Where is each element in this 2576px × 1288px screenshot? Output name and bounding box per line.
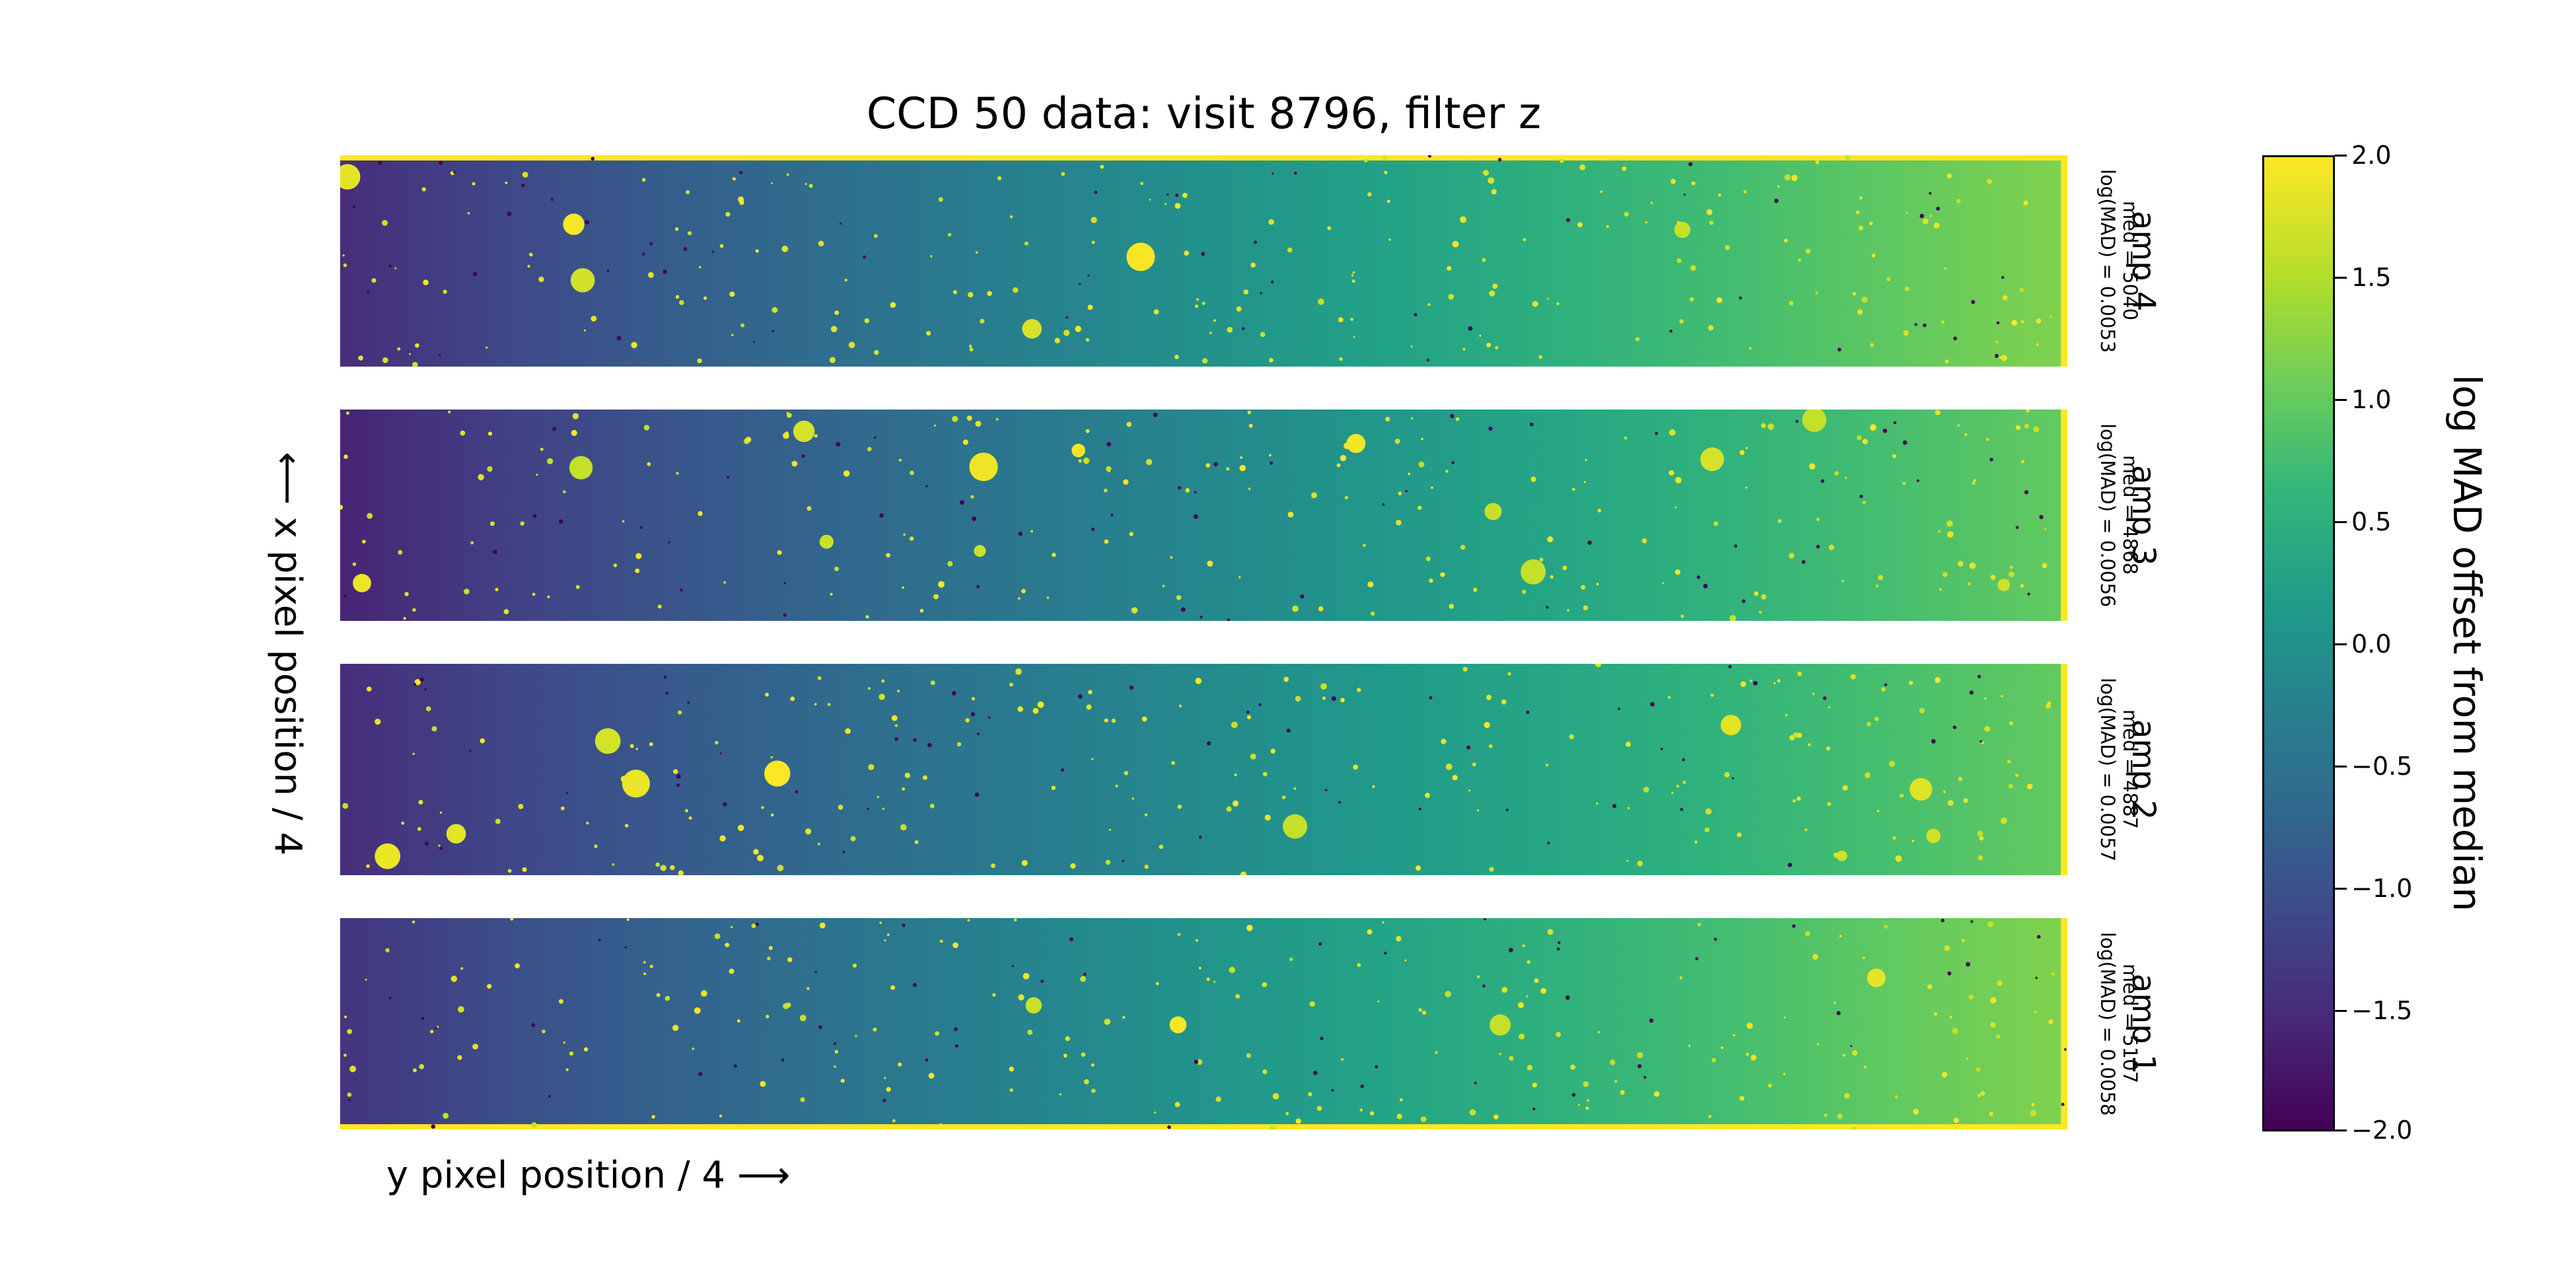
amp-heatmap bbox=[340, 918, 2067, 1129]
colorbar-tick-label: −1.0 bbox=[2351, 874, 2413, 903]
amp-2-label: amp 2 bbox=[2125, 719, 2162, 820]
colorbar-tick bbox=[2335, 1129, 2347, 1131]
colorbar bbox=[2262, 155, 2335, 1131]
chart-title: CCD 50 data: visit 8796, filter z bbox=[866, 89, 1542, 139]
colorbar-tick bbox=[2335, 277, 2347, 279]
colorbar-tick-label: 2.0 bbox=[2351, 141, 2392, 170]
amp-1-label: amp 1 bbox=[2125, 973, 2162, 1075]
colorbar-tick-label: −0.5 bbox=[2351, 752, 2413, 781]
colorbar-tick-label: 1.5 bbox=[2351, 263, 2392, 292]
colorbar-tick bbox=[2335, 766, 2347, 768]
amp-4-mad: log(MAD) = 0.0053 bbox=[2096, 168, 2119, 353]
amp-background bbox=[340, 664, 2067, 875]
amp-4-label: amp 4 bbox=[2125, 210, 2162, 312]
amp-3-mad: log(MAD) = 0.0056 bbox=[2096, 423, 2119, 608]
colorbar-tick-label: 1.0 bbox=[2351, 385, 2392, 414]
colorbar-tick bbox=[2335, 399, 2347, 401]
amp-4-image bbox=[340, 155, 2067, 367]
colorbar-tick-label: 0.5 bbox=[2351, 507, 2392, 536]
colorbar-label: log MAD offset from median bbox=[2445, 375, 2489, 912]
amp-2-image bbox=[340, 664, 2067, 875]
amp-2-med: med = 4887 bbox=[2119, 709, 2141, 830]
amp-3-med: med = 4868 bbox=[2119, 455, 2141, 575]
amp-3-label: amp 3 bbox=[2125, 464, 2162, 566]
colorbar-tick-label: −2.0 bbox=[2351, 1116, 2413, 1145]
amp-heatmap bbox=[340, 155, 2067, 367]
colorbar-tick-label: −1.5 bbox=[2351, 996, 2413, 1025]
amp-heatmap bbox=[340, 410, 2067, 621]
colorbar-tick bbox=[2335, 888, 2347, 890]
colorbar-tick bbox=[2335, 1010, 2347, 1012]
amp-background bbox=[340, 155, 2067, 367]
amp-3-image bbox=[340, 410, 2067, 621]
amp-background bbox=[340, 918, 2067, 1129]
amp-2-mad: log(MAD) = 0.0057 bbox=[2096, 677, 2119, 862]
colorbar-tick bbox=[2335, 643, 2347, 645]
colorbar-tick bbox=[2335, 521, 2347, 523]
colorbar-tick bbox=[2335, 155, 2347, 157]
amp-background bbox=[340, 410, 2067, 621]
x-axis-label: y pixel position / 4 ⟶ bbox=[386, 1154, 791, 1197]
amp-heatmap bbox=[340, 664, 2067, 875]
amp-1-image bbox=[340, 918, 2067, 1129]
amp-1-med: med = 5107 bbox=[2119, 964, 2141, 1084]
y-axis-label: ⟵ x pixel position / 4 bbox=[266, 452, 309, 856]
colorbar-tick-label: 0.0 bbox=[2351, 629, 2392, 659]
amp-4-med: med = 5040 bbox=[2119, 201, 2141, 321]
amp-1-mad: log(MAD) = 0.0058 bbox=[2096, 931, 2119, 1116]
